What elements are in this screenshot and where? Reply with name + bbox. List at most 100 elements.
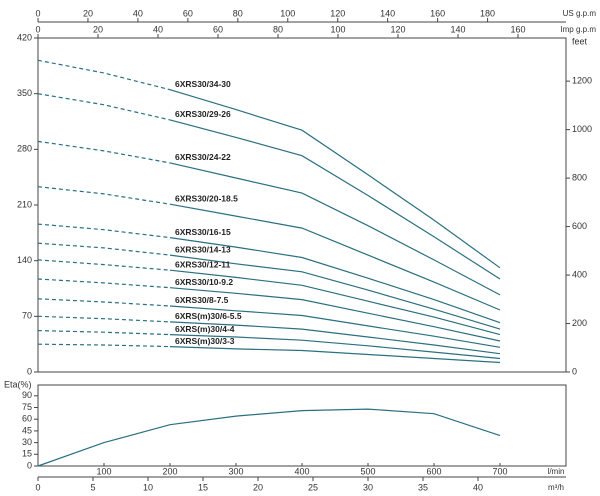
curve-dashed	[37, 223, 171, 239]
y2-tick-label: 1000	[572, 124, 592, 134]
curve-dashed	[37, 242, 171, 256]
y-axis-label: Eta(%)	[4, 379, 32, 389]
curve-dashed	[37, 315, 171, 323]
y2-tick-label: 800	[572, 172, 587, 182]
curve-dashed	[37, 140, 171, 164]
top-axis-label: US g.p.m	[563, 9, 597, 18]
top-tick-label: 140	[450, 24, 465, 34]
bottom-tick-label: 20	[253, 482, 263, 492]
y2-tick-label: 600	[572, 221, 587, 231]
curve	[169, 254, 501, 330]
top-tick-label: 120	[390, 24, 405, 34]
curve-label: 6XRS30/12-11	[175, 259, 231, 269]
curve-dashed	[37, 186, 171, 205]
y2-tick-label: 200	[572, 318, 587, 328]
curve	[169, 321, 501, 355]
bottom-tick-label: 10	[143, 482, 153, 492]
curve	[169, 269, 501, 336]
curve	[37, 408, 501, 467]
bottom-tick-label: 35	[418, 482, 428, 492]
curve	[169, 162, 501, 296]
x-tick-label: 500	[360, 466, 375, 476]
y-tick-label: 280	[17, 144, 32, 154]
y2-tick-label: 0	[572, 366, 577, 376]
curve	[169, 89, 501, 269]
x-tick-label: 700	[492, 466, 507, 476]
y-tick-label: 140	[17, 255, 32, 265]
top-tick-label: 60	[183, 8, 193, 18]
bottom-tick-label: 30	[363, 482, 373, 492]
bottom-tick-label: 40	[473, 482, 483, 492]
top-tick-label: 0	[35, 24, 40, 34]
curve-label: 6XRS30/24-22	[175, 152, 231, 162]
top-tick-label: 100	[330, 24, 345, 34]
curve-label: 6XRS(m)30/6-5.5	[175, 311, 242, 321]
curve-dashed	[37, 343, 171, 348]
top-tick-label: 80	[273, 24, 283, 34]
bottom-tick-label: 15	[198, 482, 208, 492]
y2-tick-label: 1200	[572, 76, 592, 86]
bottom-tick-label: 0	[35, 482, 40, 492]
x-tick-label: 400	[294, 466, 309, 476]
curve-label: 6XRS30/10-9.2	[175, 277, 233, 287]
x-axis-label: l/min	[548, 467, 565, 476]
y-tick-label: 30	[22, 437, 32, 447]
top-axis-label: Imp g.p.m	[560, 25, 596, 34]
y-tick-label: 0	[27, 366, 32, 376]
plot-frame	[37, 37, 567, 373]
curve-dashed	[37, 59, 171, 91]
plot-frame	[37, 384, 567, 467]
curve	[169, 203, 501, 311]
curve	[169, 346, 501, 364]
curve-label: 6XRS30/20-18.5	[175, 193, 238, 203]
y-tick-label: 0	[27, 460, 32, 470]
y-tick-label: 210	[17, 199, 32, 209]
y-tick-label: 75	[22, 402, 32, 412]
x-tick-label: 100	[96, 466, 111, 476]
curve-label: 6XRS(m)30/3-3	[175, 336, 235, 346]
y-tick-label: 45	[22, 425, 32, 435]
curve-label: 6XRS30/8-7.5	[175, 295, 229, 305]
curve	[169, 334, 501, 360]
curve-label: 6XRS(m)30/4-4	[175, 324, 235, 334]
y-tick-label: 350	[17, 88, 32, 98]
bottom-tick-label: 5	[90, 482, 95, 492]
curve-label: 6XRS30/29-26	[175, 109, 231, 119]
bottom-axis-label: m³/h	[548, 483, 564, 492]
curve-label: 6XRS30/16-15	[175, 227, 231, 237]
y-tick-label: 15	[22, 449, 32, 459]
x-tick-label: 600	[426, 466, 441, 476]
top-tick-label: 100	[280, 8, 295, 18]
y-tick-label: 70	[22, 311, 32, 321]
top-tick-label: 180	[480, 8, 495, 18]
curve-dashed	[37, 259, 171, 271]
top-tick-label: 40	[153, 24, 163, 34]
top-tick-label: 40	[133, 8, 143, 18]
y2-tick-label: 400	[572, 269, 587, 279]
curve-label: 6XRS30/14-13	[175, 244, 231, 254]
curve-label: 6XRS30/34-30	[175, 79, 231, 89]
top-tick-label: 160	[430, 8, 445, 18]
curve	[169, 305, 501, 348]
curve-dashed	[37, 93, 171, 121]
curve	[169, 119, 501, 280]
x-tick-label: 300	[228, 466, 243, 476]
top-tick-label: 80	[233, 8, 243, 18]
curve	[169, 287, 501, 342]
top-tick-label: 0	[35, 8, 40, 18]
top-tick-label: 20	[93, 24, 103, 34]
y-tick-label: 60	[22, 414, 32, 424]
curve	[169, 237, 501, 324]
top-tick-label: 120	[330, 8, 345, 18]
y-tick-label: 420	[17, 32, 32, 42]
curve-dashed	[37, 278, 171, 289]
curve-dashed	[37, 330, 171, 336]
top-tick-label: 160	[510, 24, 525, 34]
top-tick-label: 20	[83, 8, 93, 18]
x-tick-label: 200	[162, 466, 177, 476]
bottom-tick-label: 25	[308, 482, 318, 492]
curve-dashed	[37, 298, 171, 307]
top-tick-label: 140	[380, 8, 395, 18]
y-tick-label: 90	[22, 390, 32, 400]
